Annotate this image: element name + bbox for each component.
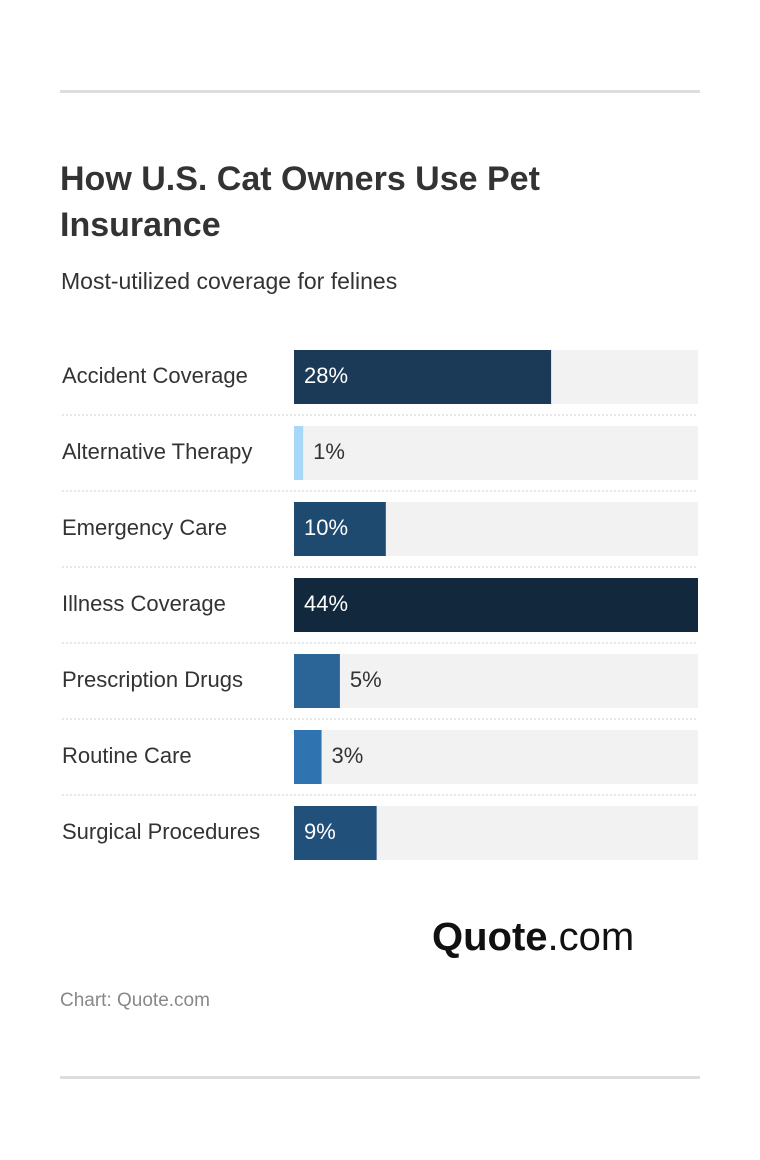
bar-track [294, 426, 698, 480]
logo-regular: .com [547, 915, 635, 959]
logo: Quote.com [432, 915, 634, 960]
bar [294, 654, 340, 708]
category-label: Accident Coverage [62, 363, 248, 388]
category-label: Prescription Drugs [62, 667, 243, 692]
value-label: 44% [304, 591, 348, 616]
bar-track [294, 730, 698, 784]
value-label: 3% [332, 743, 364, 768]
category-label: Routine Care [62, 743, 192, 768]
category-label: Alternative Therapy [62, 439, 252, 464]
category-label: Illness Coverage [62, 591, 226, 616]
logo-bold: Quote [432, 915, 548, 959]
value-label: 28% [304, 363, 348, 388]
bar [294, 502, 386, 556]
chart-subtitle: Most-utilized coverage for felines [61, 268, 398, 294]
bar [294, 806, 377, 860]
value-label: 10% [304, 515, 348, 540]
source: Chart: Quote.com [60, 990, 210, 1011]
bar [294, 578, 698, 632]
bar [294, 350, 552, 404]
value-label: 5% [350, 667, 382, 692]
value-label: 1% [313, 439, 345, 464]
category-label: Emergency Care [62, 515, 227, 540]
value-label: 9% [304, 819, 336, 844]
bottom-rule [60, 1076, 700, 1079]
bar [294, 730, 322, 784]
chart: Accident Coverage 28% Alternative Therapy 1… [62, 350, 698, 860]
bar [294, 426, 304, 480]
bar-track [294, 654, 698, 708]
category-label: Surgical Procedures [62, 819, 260, 844]
top-rule [60, 90, 700, 93]
chart-title: How U.S. Cat Owners Use Pet Insurance [60, 160, 540, 244]
